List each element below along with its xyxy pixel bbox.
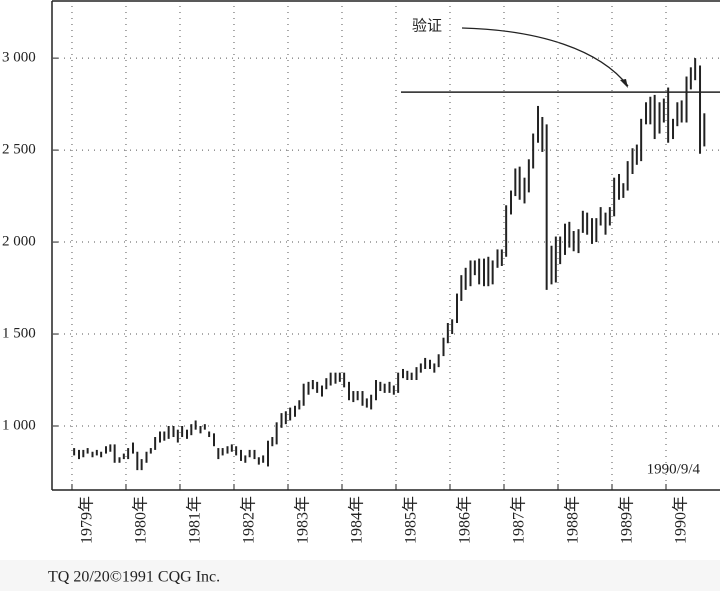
y-tick-label: 1 500	[2, 325, 36, 341]
x-tick-label: 1989年	[618, 496, 636, 544]
y-tick-label: 1 000	[2, 417, 36, 433]
x-tick-label: 1981年	[186, 496, 204, 544]
x-tick-label: 1984年	[348, 496, 366, 544]
x-tick-label: 1987年	[510, 496, 528, 544]
y-tick-label: 3 000	[2, 50, 36, 66]
source: TQ 20/20©1991 CQG Inc.	[48, 569, 220, 586]
date-label: 1990/9/4	[647, 461, 701, 477]
arrow-head	[620, 79, 628, 88]
x-tick-label: 1982年	[240, 496, 258, 544]
x-tick-label: 1980年	[132, 496, 150, 544]
x-tick-label: 1979年	[78, 496, 96, 544]
x-tick-label: 1990年	[672, 496, 690, 544]
annotation-arrow	[461, 27, 629, 87]
x-tick-label: 1986年	[456, 496, 474, 544]
y-tick-label: 2 000	[2, 233, 36, 249]
footer-band	[0, 560, 720, 591]
y-tick-label: 2 500	[2, 142, 36, 158]
annotation: 验证	[412, 17, 442, 34]
x-tick-label: 1988年	[564, 496, 582, 544]
x-tick-label: 1983年	[294, 496, 312, 544]
x-tick-label: 1985年	[402, 496, 420, 544]
